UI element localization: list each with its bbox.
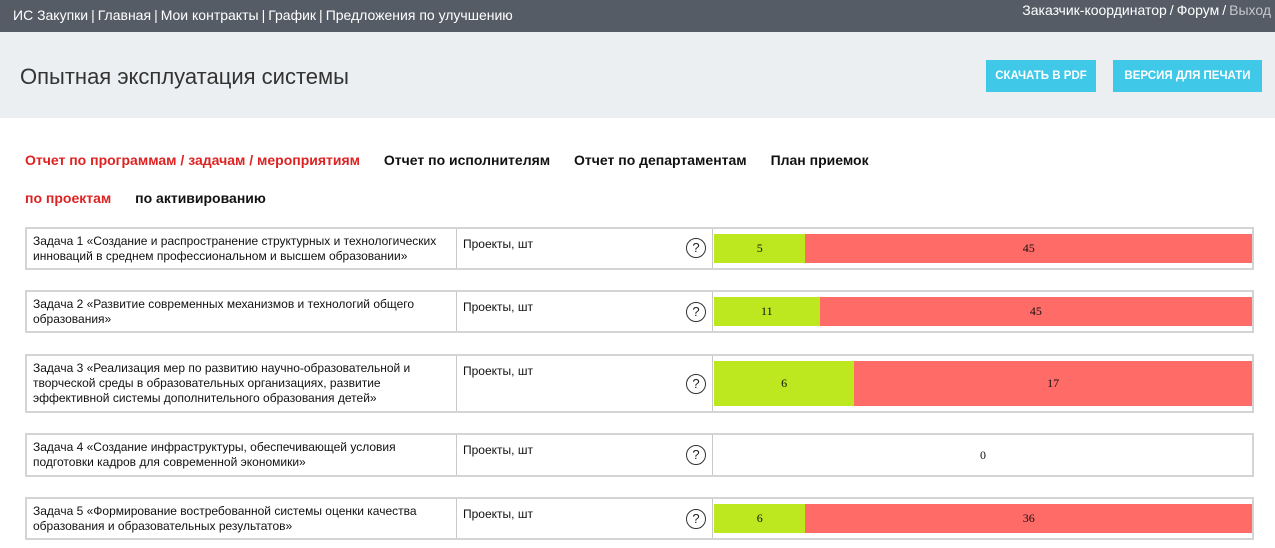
nav-link-my-contracts[interactable]: Мои контракты	[160, 7, 259, 23]
user-separator: /	[1169, 2, 1174, 18]
nav-link-main[interactable]: Главная	[97, 7, 152, 23]
task-unit-label: Проекты, шт	[463, 364, 533, 378]
download-pdf-button[interactable]: СКАЧАТЬ В PDF	[986, 60, 1096, 92]
task-unit-label: Проекты, шт	[463, 237, 533, 251]
print-version-button[interactable]: ВЕРСИЯ ДЛЯ ПЕЧАТИ	[1113, 60, 1262, 92]
progress-bar: 6 17	[714, 361, 1252, 406]
task-name: Задача 2 «Развитие современных механизмо…	[27, 292, 457, 331]
forum-link[interactable]: Форум	[1176, 2, 1220, 18]
remaining-segment: 45	[805, 234, 1252, 263]
nav-separator: |	[319, 7, 323, 23]
task-unit-label: Проекты, шт	[463, 443, 533, 457]
task-unit: Проекты, шт ?	[457, 229, 713, 268]
done-segment: 5	[714, 234, 806, 263]
task-name: Задача 5 «Формирование востребованной си…	[27, 499, 457, 538]
tab-by-activation[interactable]: по активированию	[135, 190, 266, 206]
done-segment: 6	[714, 504, 806, 533]
task-row-1: Задача 1 «Создание и распространение стр…	[25, 227, 1254, 270]
help-icon[interactable]: ?	[686, 302, 706, 322]
remaining-segment: 36	[805, 504, 1252, 533]
done-segment: 11	[714, 297, 820, 326]
nav-separator: |	[91, 7, 95, 23]
progress-bar: 0	[714, 440, 1252, 470]
task-name: Задача 1 «Создание и распространение стр…	[27, 229, 457, 268]
top-bar: ИС Закупки | Главная | Мои контракты | График |…	[0, 0, 1275, 32]
task-row-4: Задача 4 «Создание инфраструктуры, обесп…	[25, 433, 1254, 477]
remaining-segment: 45	[819, 297, 1252, 326]
help-icon[interactable]: ?	[686, 238, 706, 258]
progress-bar: 6 36	[714, 504, 1252, 533]
top-navigation: ИС Закупки | Главная | Мои контракты | График |…	[13, 7, 513, 23]
task-unit: Проекты, шт ?	[457, 292, 713, 331]
progress-bar: 11 45	[714, 297, 1252, 326]
task-name: Задача 3 «Реализация мер по развитию нау…	[27, 356, 457, 411]
task-unit-label: Проекты, шт	[463, 507, 533, 521]
user-separator: /	[1222, 2, 1227, 18]
tab-programs-report[interactable]: Отчет по программам / задачам / мероприя…	[25, 152, 361, 168]
user-role-link[interactable]: Заказчик-координатор	[1022, 2, 1167, 18]
task-row-3: Задача 3 «Реализация мер по развитию нау…	[25, 354, 1254, 413]
task-row-5: Задача 5 «Формирование востребованной си…	[25, 497, 1254, 540]
nav-separator: |	[261, 7, 266, 23]
zero-value: 0	[714, 440, 1252, 470]
task-row-2: Задача 2 «Развитие современных механизмо…	[25, 290, 1254, 333]
remaining-segment: 17	[854, 361, 1252, 406]
report-tabs: Отчет по программам / задачам / мероприя…	[25, 152, 889, 168]
nav-link-is-zakupki[interactable]: ИС Закупки	[13, 7, 89, 23]
logout-link[interactable]: Выход	[1229, 2, 1271, 18]
nav-link-schedule[interactable]: График	[268, 7, 317, 23]
nav-separator: |	[154, 7, 158, 23]
tab-by-projects[interactable]: по проектам	[25, 190, 112, 206]
progress-bar: 5 45	[714, 234, 1252, 263]
tab-departments-report[interactable]: Отчет по департаментам	[574, 152, 747, 168]
nav-link-suggestions[interactable]: Предложения по улучшению	[325, 7, 513, 23]
task-unit: Проекты, шт ?	[457, 435, 713, 475]
task-unit: Проекты, шт ?	[457, 356, 713, 411]
tab-executors-report[interactable]: Отчет по исполнителям	[383, 152, 551, 168]
help-icon[interactable]: ?	[686, 374, 706, 394]
help-icon[interactable]: ?	[686, 509, 706, 529]
sub-tabs: по проектам по активированию	[25, 190, 286, 206]
done-segment: 6	[714, 361, 855, 406]
task-name: Задача 4 «Создание инфраструктуры, обесп…	[27, 435, 457, 475]
task-unit-label: Проекты, шт	[463, 300, 533, 314]
task-unit: Проекты, шт ?	[457, 499, 713, 538]
user-bar: Заказчик-координатор / Форум / Выход	[1022, 2, 1271, 18]
page-title: Опытная эксплуатация системы	[20, 64, 349, 89]
tab-acceptance-plan[interactable]: План приемок	[770, 152, 869, 168]
help-icon[interactable]: ?	[686, 445, 706, 465]
page-header: Опытная эксплуатация системы СКАЧАТЬ В P…	[0, 32, 1275, 118]
